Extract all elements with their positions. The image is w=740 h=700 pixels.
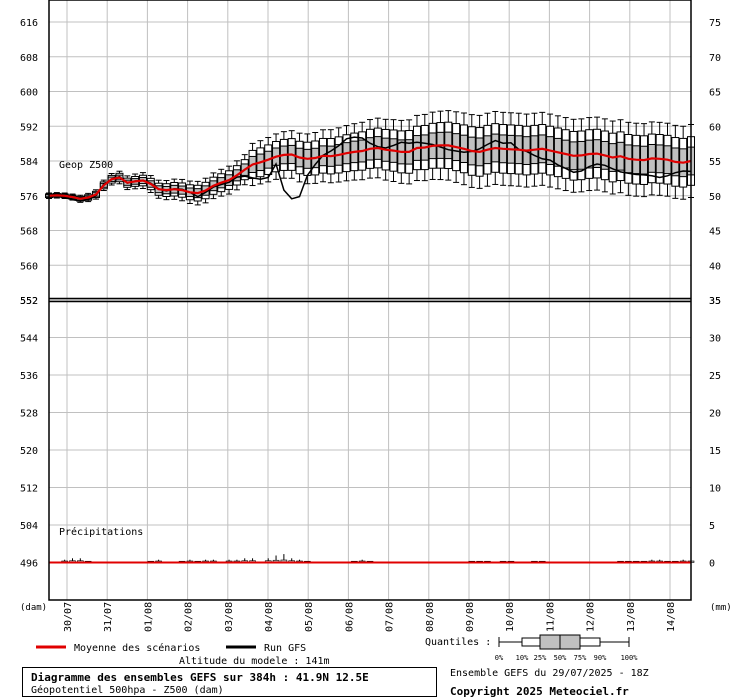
x-tick-label: 09/08	[465, 602, 476, 632]
x-tick-label: 12/08	[586, 602, 597, 632]
ensemble-label: Ensemble GEFS du 29/07/2025 - 18Z	[450, 668, 649, 679]
quantile-tick: 90%	[594, 654, 607, 662]
quantile-tick: 10%	[516, 654, 529, 662]
x-tick-label: 07/08	[385, 602, 396, 632]
x-tick-label: 02/08	[184, 602, 195, 632]
quantile-tick: 50%	[554, 654, 567, 662]
copyright-label: Copyright 2025 Meteociel.fr	[450, 685, 629, 698]
y-tick-left: 552	[20, 296, 38, 307]
geop-label: Geop Z500	[59, 160, 113, 171]
y-tick-right: 45	[709, 227, 721, 238]
y-tick-left: 552	[20, 296, 38, 307]
left-unit-label: (dam)	[20, 603, 47, 613]
info-subtitle: Géopotentiel 500hpa - Z500 (dam)	[31, 685, 224, 696]
y-tick-right: 30	[709, 334, 721, 345]
x-tick-label: 30/07	[63, 602, 74, 632]
x-tick-label: 11/08	[545, 602, 556, 632]
x-tick-label: 14/08	[666, 602, 677, 632]
x-tick-label: 13/08	[626, 602, 637, 632]
y-tick-left: 496	[20, 559, 38, 570]
legend-mean-label: Moyenne des scénarios	[74, 642, 200, 654]
y-tick-right: 35	[709, 296, 721, 307]
ensemble-boxes	[45, 110, 695, 206]
quantile-ticks: 0% 10% 25% 50% 75% 90% 100%	[495, 654, 638, 662]
mean-line	[48, 144, 692, 200]
y-tick-right: 60	[709, 122, 721, 133]
y-tick-right: 35	[709, 296, 721, 307]
x-tick-label: 06/08	[344, 602, 355, 632]
quantile-box-icon	[498, 634, 630, 650]
y-tick-left: 568	[20, 227, 38, 238]
y-tick-right: 70	[709, 53, 721, 64]
y-tick-right: 65	[709, 88, 721, 99]
info-box: Diagramme des ensembles GEFS sur 384h : …	[22, 667, 437, 697]
quantile-tick: 0%	[495, 654, 504, 662]
x-tick-label: 04/08	[264, 602, 275, 632]
quantile-tick: 100%	[621, 654, 639, 662]
y-tick-left: 576	[20, 192, 38, 203]
legend-run-label: Run GFS	[264, 643, 306, 654]
quantile-tick: 75%	[574, 654, 587, 662]
y-tick-right: 20	[709, 409, 721, 420]
y-tick-left: 536	[20, 371, 38, 382]
y-tick-left: 520	[20, 446, 38, 457]
y-tick-left: 616	[20, 18, 38, 29]
precip-bars	[49, 554, 695, 564]
y-tick-left: 528	[20, 409, 38, 420]
y-tick-right: 50	[709, 192, 721, 203]
plot-frame	[48, 0, 692, 601]
y-tick-right: 75	[709, 18, 721, 29]
quantile-tick: 25%	[534, 654, 547, 662]
y-tick-left: 600	[20, 88, 38, 99]
info-title: Diagramme des ensembles GEFS sur 384h : …	[31, 671, 369, 684]
y-tick-left: 584	[20, 157, 38, 168]
y-tick-right: 15	[709, 446, 721, 457]
y-tick-right: 55	[709, 157, 721, 168]
grid-lines	[49, 0, 691, 601]
quantiles-label: Quantiles :	[425, 637, 491, 648]
y-tick-right: 5	[709, 521, 715, 532]
x-tick-label: 03/08	[224, 602, 235, 632]
y-tick-right: 40	[709, 261, 721, 272]
y-tick-right: 10	[709, 484, 721, 495]
x-tick-label: 10/08	[505, 602, 516, 632]
right-unit-label: (mm)	[710, 603, 732, 613]
altitude-label: Altitude du modele : 141m	[179, 656, 330, 667]
y-tick-left: 504	[20, 521, 38, 532]
y-tick-left: 592	[20, 122, 38, 133]
y-tick-left: 608	[20, 53, 38, 64]
chart-frame	[48, 0, 692, 601]
y-tick-right: 0	[709, 559, 715, 570]
y-tick-left: 512	[20, 484, 38, 495]
x-tick-label: 08/08	[425, 602, 436, 632]
y-tick-left: 544	[20, 334, 38, 345]
precip-label: Précipitations	[59, 526, 143, 538]
x-tick-label: 05/08	[304, 602, 315, 632]
x-tick-label: 31/07	[103, 602, 114, 632]
x-tick-label: 01/08	[143, 602, 154, 632]
y-tick-right: 25	[709, 371, 721, 382]
y-tick-left: 560	[20, 261, 38, 272]
